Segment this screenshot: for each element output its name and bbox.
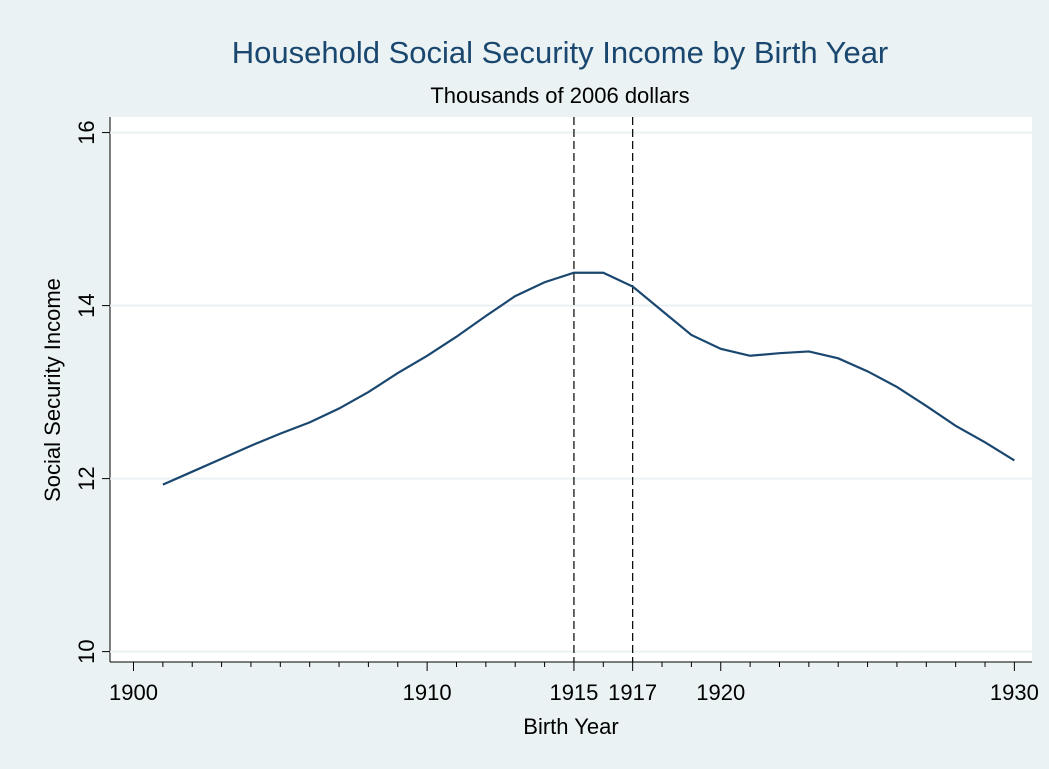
chart-subtitle: Thousands of 2006 dollars xyxy=(430,83,689,108)
chart-title: Household Social Security Income by Birt… xyxy=(232,35,889,70)
x-tick-label: 1920 xyxy=(696,680,745,705)
y-axis-title: Social Security Income xyxy=(40,278,65,502)
y-tick-label: 16 xyxy=(74,120,99,144)
x-axis-title: Birth Year xyxy=(523,714,618,739)
y-tick-label: 12 xyxy=(74,466,99,490)
plot-area xyxy=(110,117,1032,662)
x-tick-label: 1900 xyxy=(109,680,158,705)
y-tick-label: 10 xyxy=(74,639,99,663)
y-tick-label: 14 xyxy=(74,293,99,317)
data-line xyxy=(162,271,1015,486)
x-tick-label: 1915 xyxy=(549,680,598,705)
x-tick-label: 1910 xyxy=(403,680,452,705)
x-tick-label: 1917 xyxy=(608,680,657,705)
x-tick-label: 1930 xyxy=(990,680,1039,705)
